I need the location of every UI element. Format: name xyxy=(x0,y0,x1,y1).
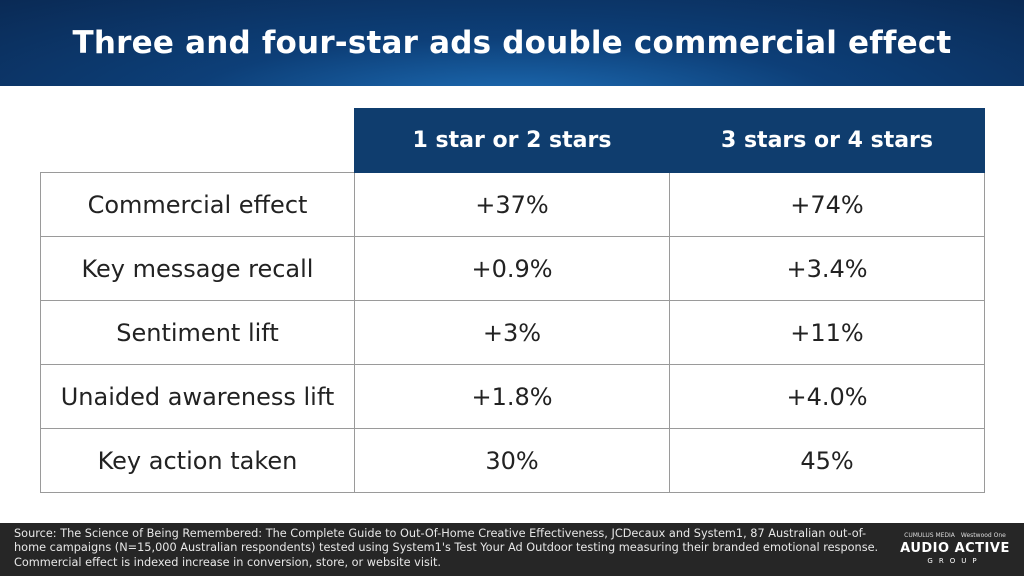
table-cell: +4.0% xyxy=(669,364,985,429)
table-cell: +74% xyxy=(669,172,985,237)
table-cell: +0.9% xyxy=(354,236,670,301)
row-label: Key action taken xyxy=(40,428,355,493)
table-row: Sentiment lift +3% +11% xyxy=(40,300,985,365)
audio-active-logo: AUDIO ACTIVE xyxy=(900,541,1010,556)
table-row: Key action taken 30% 45% xyxy=(40,428,985,493)
comparison-table: 1 star or 2 stars 3 stars or 4 stars Com… xyxy=(40,108,985,493)
table-row: Unaided awareness lift +1.8% +4.0% xyxy=(40,364,985,429)
table-cell: +11% xyxy=(669,300,985,365)
group-wordmark: GROUP xyxy=(927,557,983,565)
row-label: Commercial effect xyxy=(40,172,355,237)
partner-logos: CUMULUS MEDIA Westwood One xyxy=(900,532,1010,539)
column-header: 3 stars or 4 stars xyxy=(669,108,985,173)
brand-logos: CUMULUS MEDIA Westwood One AUDIO ACTIVE … xyxy=(900,532,1010,565)
row-label: Sentiment lift xyxy=(40,300,355,365)
table-cell: +3.4% xyxy=(669,236,985,301)
table-cell: 45% xyxy=(669,428,985,493)
table-cell: 30% xyxy=(354,428,670,493)
row-label: Unaided awareness lift xyxy=(40,364,355,429)
page-title: Three and four-star ads double commercia… xyxy=(72,25,952,61)
table-cell: +3% xyxy=(354,300,670,365)
table-corner xyxy=(41,109,355,173)
westwood-one-logo: Westwood One xyxy=(960,532,1006,539)
row-label: Key message recall xyxy=(40,236,355,301)
column-header: 1 star or 2 stars xyxy=(354,108,670,173)
table-cell: +1.8% xyxy=(354,364,670,429)
source-note: Source: The Science of Being Remembered:… xyxy=(14,527,879,569)
cumulus-logo: CUMULUS MEDIA xyxy=(904,532,955,539)
table-cell: +37% xyxy=(354,172,670,237)
table-header-row: 1 star or 2 stars 3 stars or 4 stars xyxy=(41,108,985,173)
footer-bar: Source: The Science of Being Remembered:… xyxy=(0,523,1024,576)
table-row: Commercial effect +37% +74% xyxy=(40,172,985,237)
title-banner: Three and four-star ads double commercia… xyxy=(0,0,1024,86)
table-row: Key message recall +0.9% +3.4% xyxy=(40,236,985,301)
